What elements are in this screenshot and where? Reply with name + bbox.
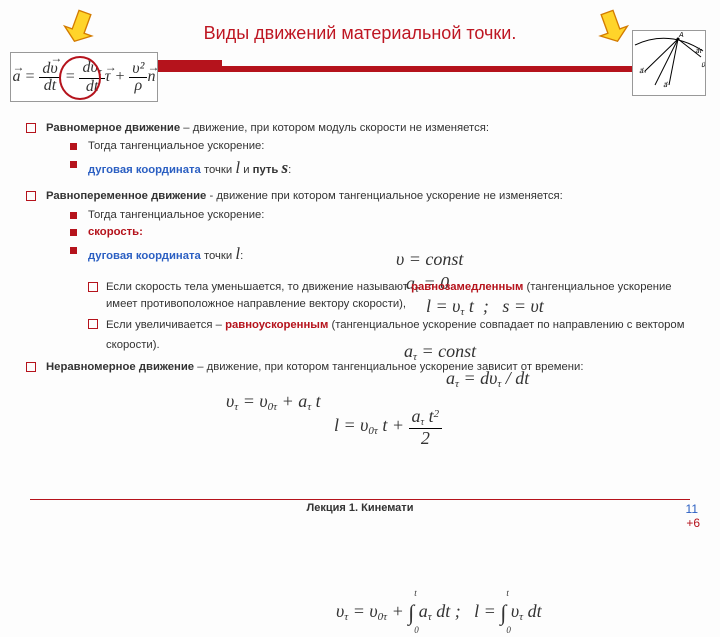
svg-text:a⃗: a⃗ — [663, 81, 668, 89]
footer-text: Лекция 1. Кинемати — [0, 502, 720, 514]
svg-text:υ⃗: υ⃗ — [701, 61, 705, 69]
bullet-uniform: Равномерное движение – движение, при кот… — [26, 120, 696, 136]
eq-vtau: υτ = υ0τ + aτ t — [226, 388, 321, 416]
bullet-nonuniform: Неравномерное движение – движение, при к… — [26, 359, 696, 375]
formula-highlight-circle — [59, 56, 101, 100]
eq-integrals: υτ = υ0τ + t ∫ 0 aτ dt ; l = t ∫ 0 υτ dt — [336, 597, 542, 629]
sub-tangential-zero: Тогда тангенциальное ускорение: — [48, 138, 696, 154]
acceleration-diagram: A a⃗τ υ⃗ a⃗ₙ a⃗ — [632, 30, 706, 96]
sub-accel: Если увеличивается – равноускоренным (та… — [48, 316, 696, 356]
plus-six: +6 — [686, 516, 700, 530]
sub-arc-coord-2: дуговая координата точки l: — [48, 242, 696, 267]
content-area: Равномерное движение – движение, при кот… — [26, 120, 696, 378]
bullet-uniformvar: Равнопеременное движение - движение при … — [26, 188, 696, 204]
sub-speed: скорость: — [48, 224, 696, 240]
svg-text:a⃗τ: a⃗τ — [695, 47, 702, 55]
main-formula-box: a = dυdt = dυτdtτ + υ²ρn — [10, 52, 158, 102]
svg-text:A: A — [678, 32, 684, 39]
page-number: 11 — [686, 502, 698, 516]
eq-l-quad: l = υ0τ t + aτ t22 — [334, 407, 442, 447]
title-rule — [152, 66, 690, 78]
svg-text:a⃗ₙ: a⃗ₙ — [639, 67, 646, 75]
slide-title: Виды движений материальной точки. — [0, 23, 720, 44]
sub-tangential-2: Тогда тангенциальное ускорение: — [48, 207, 696, 223]
footer: Лекция 1. Кинемати — [0, 499, 720, 514]
sub-decel: Если скорость тела уменьшается, то движе… — [48, 279, 696, 312]
sub-arc-coord-1: дуговая координата точки l и путь s: — [48, 156, 696, 181]
